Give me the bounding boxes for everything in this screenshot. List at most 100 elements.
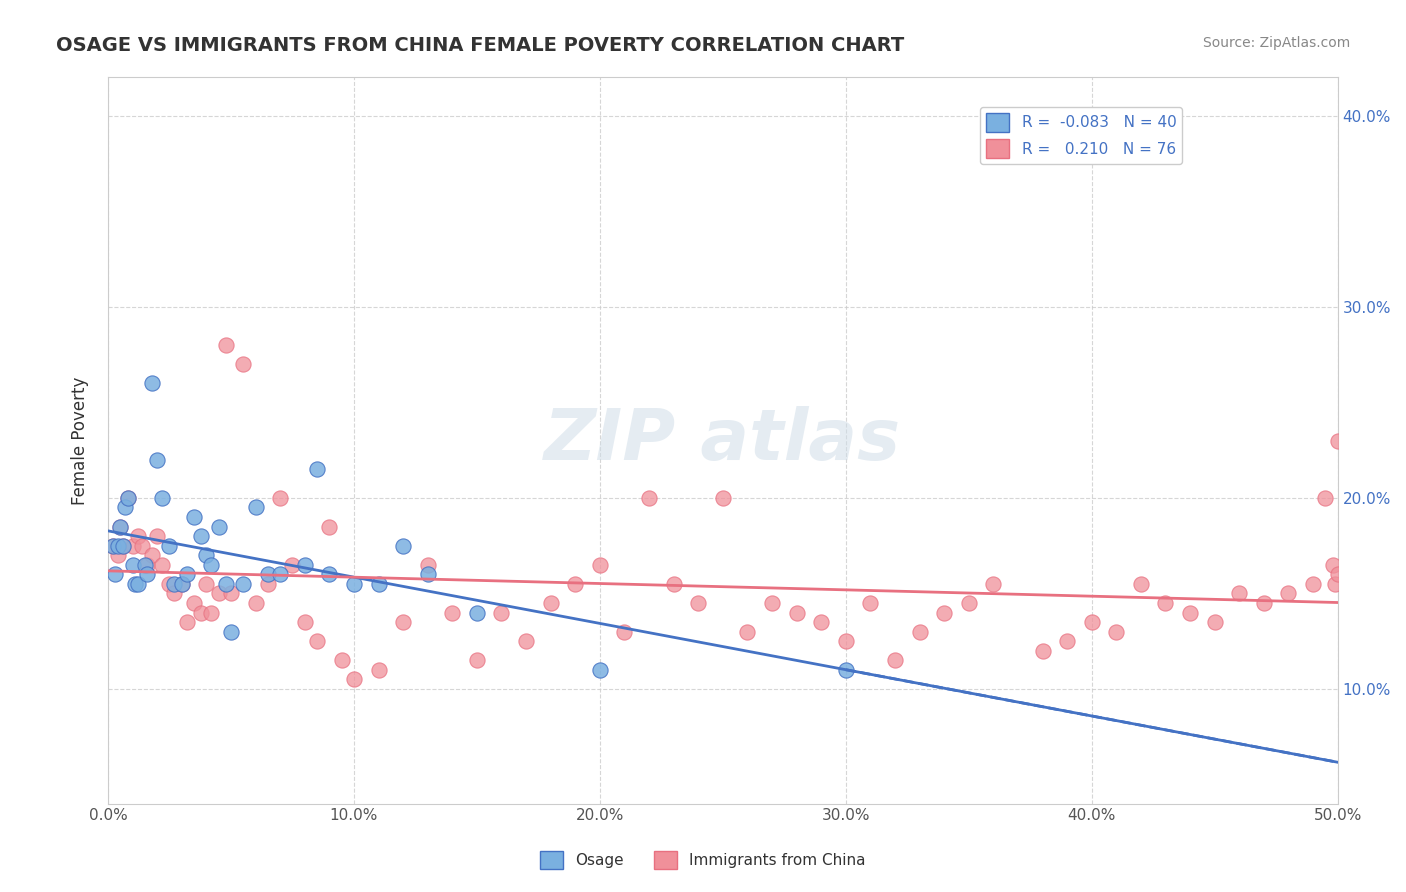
- Point: [208, 586, 231, 600]
- Point: [810, 615, 832, 629]
- Point: [245, 596, 267, 610]
- Point: [107, 548, 129, 562]
- Point: [934, 606, 956, 620]
- Point: [688, 596, 710, 610]
- Point: [281, 558, 304, 572]
- Point: [215, 338, 238, 352]
- Point: [515, 634, 537, 648]
- Point: [136, 567, 159, 582]
- Point: [711, 491, 734, 505]
- Point: [1326, 434, 1348, 448]
- Point: [195, 548, 218, 562]
- Point: [491, 606, 513, 620]
- Point: [215, 577, 238, 591]
- Point: [150, 491, 173, 505]
- Point: [416, 567, 439, 582]
- Point: [1326, 567, 1348, 582]
- Point: [908, 624, 931, 639]
- Point: [111, 539, 134, 553]
- Point: [208, 519, 231, 533]
- Point: [1322, 558, 1344, 572]
- Point: [957, 596, 980, 610]
- Point: [101, 539, 124, 553]
- Point: [121, 539, 143, 553]
- Point: [141, 548, 163, 562]
- Point: [190, 606, 212, 620]
- Point: [318, 567, 340, 582]
- Point: [305, 462, 328, 476]
- Point: [1129, 577, 1152, 591]
- Point: [884, 653, 907, 667]
- Point: [131, 539, 153, 553]
- Point: [121, 558, 143, 572]
- Point: [117, 491, 139, 505]
- Point: [1277, 586, 1299, 600]
- Point: [163, 586, 186, 600]
- Point: [1204, 615, 1226, 629]
- Point: [761, 596, 783, 610]
- Point: [343, 577, 366, 591]
- Point: [183, 510, 205, 524]
- Point: [159, 577, 181, 591]
- Point: [107, 539, 129, 553]
- Point: [1302, 577, 1324, 591]
- Point: [589, 558, 612, 572]
- Point: [117, 491, 139, 505]
- Point: [176, 615, 198, 629]
- Point: [141, 376, 163, 391]
- Point: [540, 596, 562, 610]
- Point: [330, 653, 353, 667]
- Point: [1315, 491, 1337, 505]
- Point: [269, 567, 291, 582]
- Point: [1253, 596, 1275, 610]
- Legend: R =  -0.083   N = 40, R =   0.210   N = 76: R = -0.083 N = 40, R = 0.210 N = 76: [980, 107, 1182, 164]
- Point: [318, 519, 340, 533]
- Point: [1105, 624, 1128, 639]
- Point: [159, 539, 181, 553]
- Point: [589, 663, 612, 677]
- Point: [1178, 606, 1201, 620]
- Y-axis label: Female Poverty: Female Poverty: [72, 376, 89, 505]
- Point: [170, 577, 193, 591]
- Point: [101, 539, 124, 553]
- Point: [170, 577, 193, 591]
- Point: [232, 577, 254, 591]
- Point: [195, 577, 218, 591]
- Point: [269, 491, 291, 505]
- Point: [392, 539, 415, 553]
- Point: [564, 577, 586, 591]
- Point: [104, 567, 127, 582]
- Point: [134, 558, 156, 572]
- Point: [343, 673, 366, 687]
- Point: [1031, 644, 1053, 658]
- Point: [136, 558, 159, 572]
- Point: [219, 624, 242, 639]
- Point: [1324, 577, 1347, 591]
- Point: [163, 577, 186, 591]
- Point: [294, 615, 316, 629]
- Point: [465, 653, 488, 667]
- Point: [176, 567, 198, 582]
- Point: [1154, 596, 1177, 610]
- Point: [441, 606, 464, 620]
- Point: [146, 529, 169, 543]
- Point: [1080, 615, 1102, 629]
- Point: [200, 606, 222, 620]
- Point: [465, 606, 488, 620]
- Point: [200, 558, 222, 572]
- Legend: Osage, Immigrants from China: Osage, Immigrants from China: [534, 845, 872, 875]
- Point: [305, 634, 328, 648]
- Point: [1227, 586, 1250, 600]
- Point: [190, 529, 212, 543]
- Point: [219, 586, 242, 600]
- Point: [662, 577, 685, 591]
- Point: [638, 491, 661, 505]
- Point: [786, 606, 808, 620]
- Point: [114, 500, 136, 515]
- Text: Source: ZipAtlas.com: Source: ZipAtlas.com: [1202, 36, 1350, 50]
- Point: [146, 452, 169, 467]
- Point: [110, 519, 132, 533]
- Point: [416, 558, 439, 572]
- Point: [981, 577, 1004, 591]
- Point: [294, 558, 316, 572]
